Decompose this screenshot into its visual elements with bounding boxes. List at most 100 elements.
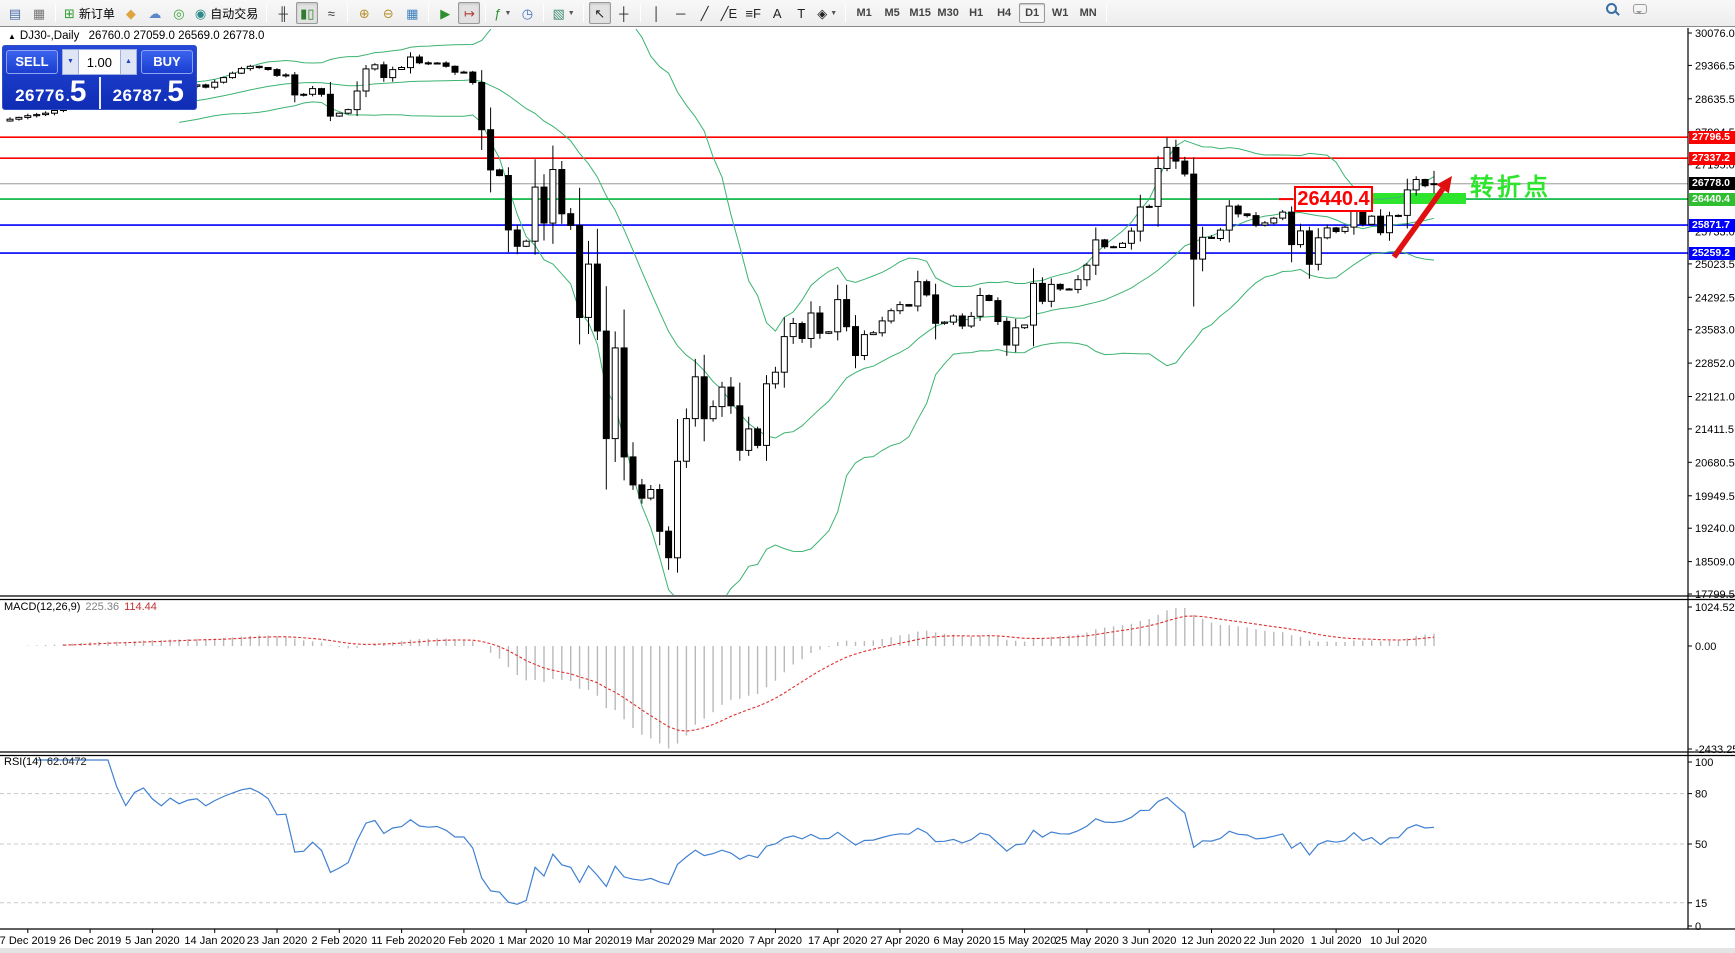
tile-windows-button[interactable]: ▦ (401, 2, 423, 24)
zoom-in-button[interactable]: ⊕ (353, 2, 375, 24)
bar-chart-icon: ╫ (278, 5, 288, 21)
svg-text:100: 100 (1695, 757, 1713, 769)
indicators-icon: ƒ (494, 5, 502, 21)
chart-title: ▲ DJ30-,Daily 26760.0 27059.0 26569.0 267… (8, 30, 264, 42)
svg-text:19949.5: 19949.5 (1695, 491, 1735, 503)
timeframe-d1[interactable]: D1 (1019, 3, 1046, 23)
timeframe-m1[interactable]: M1 (856, 7, 872, 19)
autotrading-label: 自动交易 (210, 6, 259, 21)
svg-text:11 Feb 2020: 11 Feb 2020 (371, 935, 432, 947)
chat-icon[interactable] (1633, 3, 1647, 14)
svg-text:19240.0: 19240.0 (1695, 523, 1735, 535)
text-button[interactable]: A (766, 2, 788, 24)
svg-text:22 Jun 2020: 22 Jun 2020 (1244, 935, 1305, 947)
collapse-arrow-icon[interactable]: ▲ (8, 32, 16, 41)
zoom-out-button[interactable]: ⊖ (377, 2, 399, 24)
templates-icon: ▧ (552, 5, 565, 21)
line-chart-button[interactable]: ≈ (320, 2, 342, 24)
timeframe-h1[interactable]: H1 (969, 7, 984, 19)
trendline-button[interactable]: ╱ (694, 2, 716, 24)
search-icon[interactable] (1606, 3, 1617, 14)
price-badge: 25871.7 (1689, 218, 1735, 232)
svg-text:17 Apr 2020: 17 Apr 2020 (808, 935, 867, 947)
turning-point-annotation[interactable]: 转折点 (1470, 174, 1551, 201)
rsi-line (36, 759, 1435, 905)
signals-button[interactable]: ◎ (168, 2, 190, 24)
rsi-panel (0, 759, 1688, 905)
volume-input[interactable]: 1.00 (79, 48, 120, 75)
svg-text:1024.52: 1024.52 (1695, 602, 1735, 614)
svg-text:14 Jan 2020: 14 Jan 2020 (184, 935, 245, 947)
metaeditor-button[interactable]: ◆ (120, 2, 142, 24)
chevron-down-icon[interactable]: ▼ (504, 9, 512, 17)
indicators-button[interactable]: ƒ ▼ (491, 2, 514, 24)
sell-button[interactable]: SELL (6, 49, 58, 74)
svg-text:27 Apr 2020: 27 Apr 2020 (870, 935, 929, 947)
macd-signal-line (63, 615, 1435, 732)
one-click-trade-panel: SELL ▼ 1.00 ▲ BUY 26776. 5 26787. 5 (2, 45, 197, 110)
timeframe-w1[interactable]: W1 (1051, 7, 1069, 19)
svg-text:0.00: 0.00 (1695, 641, 1716, 653)
svg-text:25023.5: 25023.5 (1695, 259, 1735, 271)
ohlc-values: 26760.0 27059.0 26569.0 26778.0 (88, 30, 265, 42)
market-watch-icon: ▤ (8, 5, 22, 21)
chevron-down-icon[interactable]: ▼ (567, 9, 575, 17)
svg-text:30076.0: 30076.0 (1695, 28, 1735, 40)
equidistant-channel-button[interactable]: ╱E (718, 2, 741, 24)
text-label-button[interactable]: T (790, 2, 812, 24)
svg-text:3 Jun 2020: 3 Jun 2020 (1122, 935, 1176, 947)
period-clock-button[interactable]: ◷ (516, 2, 538, 24)
buy-button[interactable]: BUY (141, 49, 193, 74)
chart-shift-button[interactable]: ↦ (458, 2, 481, 24)
price-badge: 26440.4 (1689, 192, 1735, 206)
svg-text:15: 15 (1695, 898, 1707, 910)
text-icon: A (772, 5, 782, 21)
timeframe-m30[interactable]: M30 (937, 7, 959, 19)
cursor-icon: ↖ (594, 5, 606, 21)
candlestick-button[interactable]: ▮▯ (296, 2, 319, 24)
autotrading-button[interactable]: ◉ 自动交易 (192, 2, 261, 24)
svg-text:6 May 2020: 6 May 2020 (934, 935, 991, 947)
svg-text:20 Feb 2020: 20 Feb 2020 (433, 935, 495, 947)
svg-text:7 Apr 2020: 7 Apr 2020 (749, 935, 802, 947)
svg-text:29366.5: 29366.5 (1695, 60, 1735, 72)
new-order-button[interactable]: ⊞ 新订单 (61, 2, 118, 24)
fibonacci-icon: ≡F (745, 5, 761, 21)
autoscroll-button[interactable]: ▶ (434, 2, 456, 24)
volume-down-button[interactable]: ▼ (62, 48, 79, 75)
cursor-button[interactable]: ↖ (588, 2, 611, 24)
crosshair-button[interactable]: ┼ (613, 2, 635, 24)
sell-price[interactable]: 26776. 5 (15, 75, 87, 108)
svg-text:15 May 2020: 15 May 2020 (993, 935, 1057, 947)
fibonacci-button[interactable]: ≡F (742, 2, 764, 24)
svg-text:22121.0: 22121.0 (1695, 392, 1735, 404)
time-axis: 7 Dec 2019 26 Dec 2019 5 Jan 2020 14 Jan 20… (0, 929, 1427, 947)
buy-price[interactable]: 26787. 5 (112, 75, 184, 108)
vertical-line-icon: │ (652, 5, 661, 21)
chevron-down-icon[interactable]: ▼ (830, 9, 838, 17)
vertical-line-button[interactable]: │ (646, 2, 668, 24)
timeframe-m5[interactable]: M5 (884, 7, 900, 19)
signals-icon: ◎ (173, 5, 185, 21)
toolbar-separator (1106, 4, 1108, 22)
volume-up-button[interactable]: ▲ (120, 48, 137, 75)
templates-button[interactable]: ▧ ▼ (549, 2, 577, 24)
timeframe-h4[interactable]: H4 (997, 7, 1012, 19)
timeframe-mn[interactable]: MN (1079, 7, 1097, 19)
svg-text:2 Feb 2020: 2 Feb 2020 (311, 935, 367, 947)
horizontal-line-icon: ─ (676, 5, 686, 21)
market-watch-button[interactable]: ▤ (4, 2, 26, 24)
horizontal-line-button[interactable]: ─ (670, 2, 692, 24)
shapes-button[interactable]: ◈ ▼ (814, 2, 840, 24)
svg-text:18509.0: 18509.0 (1695, 557, 1735, 569)
svg-text:80: 80 (1695, 789, 1707, 801)
bar-chart-button[interactable]: ╫ (272, 2, 294, 24)
timeframe-m15[interactable]: M15 (909, 7, 931, 19)
line-chart-icon: ≈ (327, 5, 335, 21)
data-window-button[interactable]: ▦ (28, 2, 50, 24)
navigator-button[interactable]: ☁ (144, 2, 166, 24)
price-level-annotation[interactable]: 26440.4 (1294, 186, 1373, 212)
zoom-out-icon: ⊖ (382, 5, 394, 21)
svg-text:7 Dec 2019: 7 Dec 2019 (0, 935, 56, 947)
